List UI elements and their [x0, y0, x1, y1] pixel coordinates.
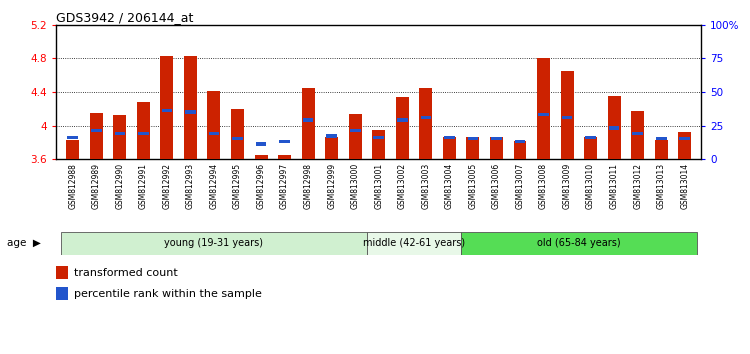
Text: GSM813001: GSM813001 [374, 163, 383, 209]
Text: GSM813008: GSM813008 [539, 163, 548, 209]
Bar [367, 232, 461, 255]
Text: old (65-84 years): old (65-84 years) [537, 238, 621, 249]
Bar [680, 137, 690, 141]
Text: GSM812996: GSM812996 [256, 163, 265, 209]
Bar [185, 110, 196, 114]
Bar [466, 137, 479, 159]
Bar [538, 113, 549, 116]
Bar [303, 118, 313, 122]
Bar [138, 132, 148, 135]
Text: GSM813004: GSM813004 [445, 163, 454, 209]
Text: GSM813012: GSM813012 [633, 163, 642, 209]
Bar [90, 113, 103, 159]
Text: GSM813011: GSM813011 [610, 163, 619, 209]
Bar [161, 109, 172, 112]
Bar [514, 140, 525, 143]
Text: GSM813007: GSM813007 [515, 163, 524, 209]
Bar [491, 137, 502, 141]
Text: GDS3942 / 206144_at: GDS3942 / 206144_at [56, 11, 194, 24]
Bar [461, 232, 697, 255]
Text: GSM813010: GSM813010 [586, 163, 595, 209]
Bar [66, 140, 80, 159]
Text: GSM812998: GSM812998 [304, 163, 313, 209]
Bar [56, 287, 68, 300]
Text: GSM812991: GSM812991 [139, 163, 148, 209]
Bar [231, 109, 244, 159]
Text: GSM812988: GSM812988 [68, 163, 77, 209]
Bar [326, 135, 337, 138]
Bar [372, 130, 386, 159]
Bar [490, 137, 503, 159]
Bar [61, 232, 367, 255]
Text: transformed count: transformed count [74, 268, 178, 278]
Bar [208, 91, 220, 159]
Bar [326, 137, 338, 159]
Bar [678, 132, 692, 159]
Bar [278, 155, 291, 159]
Bar [467, 137, 478, 141]
Bar [350, 129, 361, 132]
Text: GSM813013: GSM813013 [657, 163, 666, 209]
Bar [656, 137, 667, 141]
Text: GSM812990: GSM812990 [116, 163, 124, 209]
Bar [444, 136, 454, 139]
Text: age  ▶: age ▶ [8, 238, 41, 249]
Text: GSM812995: GSM812995 [233, 163, 242, 209]
Bar [632, 132, 643, 135]
Text: GSM813002: GSM813002 [398, 163, 406, 209]
Text: GSM813009: GSM813009 [562, 163, 572, 209]
Bar [254, 155, 268, 159]
Bar [396, 97, 409, 159]
Text: GSM813003: GSM813003 [422, 163, 430, 209]
Text: GSM813014: GSM813014 [680, 163, 689, 209]
Bar [421, 115, 431, 119]
Bar [585, 136, 596, 139]
Text: GSM813000: GSM813000 [351, 163, 360, 209]
Text: GSM812992: GSM812992 [163, 163, 172, 209]
Bar [184, 56, 197, 159]
Bar [232, 137, 243, 141]
Bar [256, 142, 266, 146]
Bar [279, 140, 290, 143]
Bar [632, 110, 644, 159]
Text: young (19-31 years): young (19-31 years) [164, 238, 263, 249]
Bar [68, 136, 78, 139]
Bar [113, 115, 126, 159]
Bar [374, 136, 384, 139]
Bar [56, 266, 68, 279]
Text: middle (42-61 years): middle (42-61 years) [363, 238, 465, 249]
Bar [91, 129, 101, 132]
Text: GSM812993: GSM812993 [186, 163, 195, 209]
Text: percentile rank within the sample: percentile rank within the sample [74, 289, 262, 299]
Text: GSM812997: GSM812997 [280, 163, 289, 209]
Bar [562, 115, 572, 119]
Text: GSM812994: GSM812994 [209, 163, 218, 209]
Bar [537, 58, 550, 159]
Text: GSM812999: GSM812999 [327, 163, 336, 209]
Text: GSM812989: GSM812989 [92, 163, 100, 209]
Text: GSM813006: GSM813006 [492, 163, 501, 209]
Bar [160, 56, 173, 159]
Bar [419, 88, 432, 159]
Bar [584, 137, 597, 159]
Bar [302, 88, 314, 159]
Bar [514, 141, 526, 159]
Bar [655, 140, 668, 159]
Bar [397, 118, 407, 122]
Bar [136, 102, 150, 159]
Bar [349, 114, 361, 159]
Bar [609, 126, 619, 130]
Bar [560, 71, 574, 159]
Bar [608, 96, 621, 159]
Bar [115, 132, 125, 135]
Bar [443, 137, 456, 159]
Bar [209, 132, 219, 135]
Text: GSM813005: GSM813005 [469, 163, 478, 209]
